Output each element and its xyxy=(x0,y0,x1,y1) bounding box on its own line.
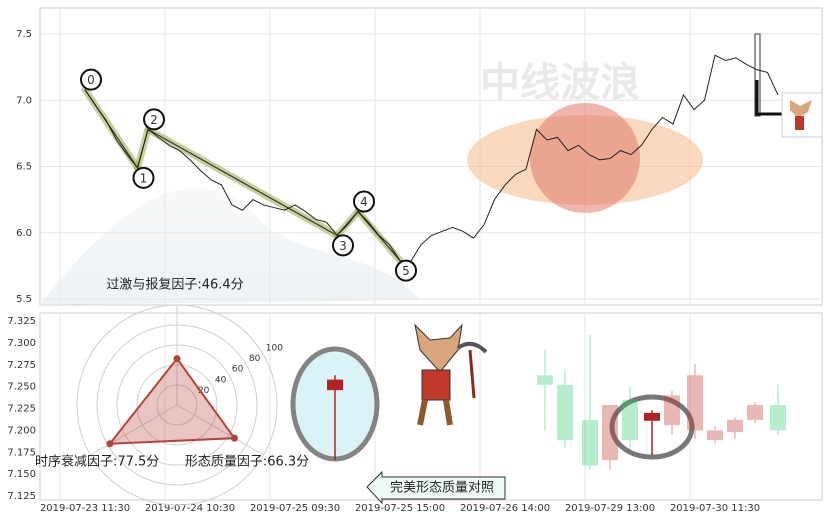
candle xyxy=(707,426,723,444)
y-tick-label: 6.0 xyxy=(16,228,32,239)
r-tick-label: 40 xyxy=(215,375,227,385)
candle-body xyxy=(327,379,343,391)
radar-area xyxy=(107,356,237,445)
wave-point xyxy=(332,234,354,257)
candle xyxy=(537,349,553,431)
y-tick-label: 7.225 xyxy=(7,404,36,415)
wave-label: 4 xyxy=(360,195,368,209)
highlight-core xyxy=(530,103,640,213)
wave-label: 2 xyxy=(150,113,158,127)
button-shape[interactable] xyxy=(366,470,506,505)
candle xyxy=(687,363,703,440)
radar-label: 过激与报复因子:46.4分 xyxy=(106,278,243,293)
y-tick-label: 7.5 xyxy=(16,29,32,40)
spike-marker xyxy=(754,33,761,117)
candle-body xyxy=(770,405,786,431)
candle xyxy=(582,335,598,470)
candle-body xyxy=(707,430,723,440)
button-label[interactable]: 完美形态质量对照 xyxy=(390,481,494,496)
radar-label: 时序衰减因子:77.5分 xyxy=(35,454,159,470)
y-tick-label: 7.150 xyxy=(7,469,36,480)
candle-body xyxy=(557,384,573,440)
radar-point xyxy=(173,355,181,363)
wave-label: 5 xyxy=(402,264,410,278)
compare-button[interactable]: 完美形态质量对照 xyxy=(366,470,506,505)
wave-point xyxy=(143,108,165,131)
y-tick-label: 7.275 xyxy=(7,360,36,371)
radar-axis xyxy=(176,404,264,456)
candle xyxy=(327,375,343,461)
candle xyxy=(602,405,618,470)
candle xyxy=(727,417,743,440)
x-tick-label: 2019-07-24 10:30 xyxy=(145,503,235,514)
r-tick-label: 100 xyxy=(266,344,283,354)
x-tick-label: 2019-07-26 14:00 xyxy=(460,503,550,514)
candle-body xyxy=(727,419,743,433)
wave-point xyxy=(132,166,155,189)
y-tick-label: 7.300 xyxy=(7,338,36,349)
wave-leg xyxy=(147,128,338,236)
candle-body xyxy=(747,405,763,420)
wave-point xyxy=(353,190,375,213)
price-line xyxy=(84,54,779,263)
watermark: 中线波浪 xyxy=(480,60,640,106)
wave-point xyxy=(395,259,417,282)
radar-point xyxy=(230,434,238,442)
wave-label: 0 xyxy=(87,73,95,87)
candle-body xyxy=(602,405,618,461)
candle xyxy=(622,386,638,450)
candle-body xyxy=(687,375,703,431)
r-tick-label: 60 xyxy=(232,365,244,375)
candle xyxy=(644,410,660,455)
candle-body xyxy=(582,419,598,466)
y-tick-label: 7.125 xyxy=(7,491,36,502)
x-tick-label: 2019-07-30 11:30 xyxy=(670,503,760,514)
candle xyxy=(770,384,786,435)
radar-point xyxy=(106,440,114,448)
wave-label: 1 xyxy=(140,171,148,185)
candle-body xyxy=(537,375,553,385)
candle xyxy=(747,402,763,424)
x-tick-label: 2019-07-25 09:30 xyxy=(250,503,340,514)
y-tick-label: 7.175 xyxy=(7,447,36,458)
r-tick-label: 20 xyxy=(198,386,210,396)
y-tick-label: 5.5 xyxy=(16,294,32,305)
r-tick-label: 80 xyxy=(249,354,261,364)
x-tick-label: 2019-07-29 13:00 xyxy=(565,503,655,514)
candle-body xyxy=(644,412,660,421)
y-tick-label: 7.200 xyxy=(7,425,36,436)
candle xyxy=(557,369,573,448)
bracket xyxy=(755,80,782,116)
mascot xyxy=(414,100,812,426)
radar-axis xyxy=(90,404,178,456)
x-tick-label: 2019-07-23 11:30 xyxy=(40,503,130,514)
background-wave xyxy=(40,187,420,305)
candle-body xyxy=(664,395,680,426)
candle-body xyxy=(622,399,638,440)
wave-point xyxy=(80,68,102,91)
y-tick-label: 7.250 xyxy=(7,382,36,393)
radar-label: 形态质量因子:66.3分 xyxy=(185,455,309,470)
wave-label: 3 xyxy=(339,239,347,253)
y-tick-label: 6.5 xyxy=(16,162,32,173)
pattern-frame xyxy=(609,394,695,460)
y-tick-label: 7.325 xyxy=(7,316,36,327)
x-tick-label: 2019-07-25 15:00 xyxy=(355,503,445,514)
candle xyxy=(664,391,680,435)
y-tick-label: 7.0 xyxy=(16,95,32,106)
